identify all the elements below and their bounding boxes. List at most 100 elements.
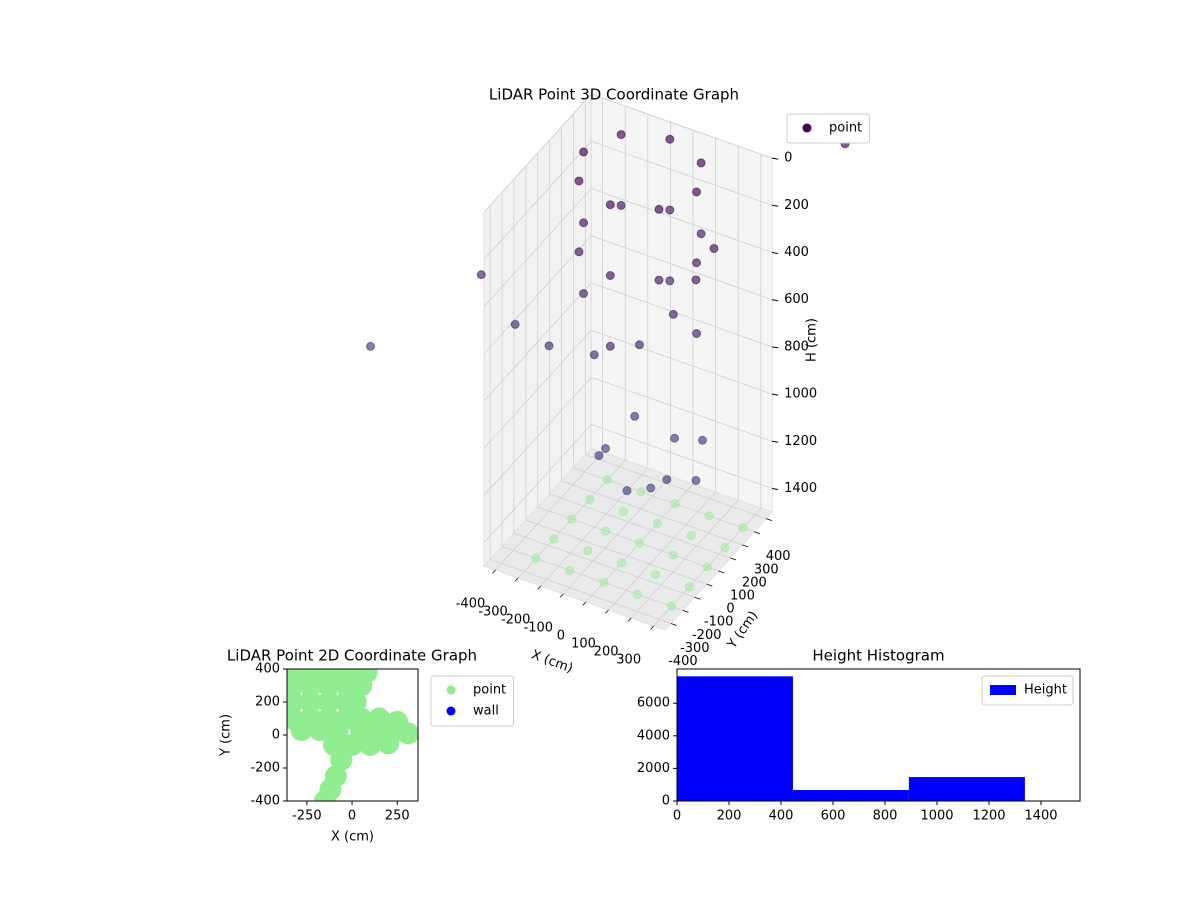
point bbox=[691, 475, 701, 485]
tick-mark bbox=[742, 544, 749, 548]
grid-line bbox=[483, 93, 592, 213]
point bbox=[684, 582, 694, 592]
point bbox=[344, 691, 367, 713]
bar bbox=[908, 777, 1025, 801]
point bbox=[605, 271, 615, 280]
point bbox=[668, 550, 678, 560]
point bbox=[313, 790, 336, 801]
z-tick-label: 800 bbox=[784, 339, 809, 354]
point bbox=[330, 748, 353, 771]
point bbox=[359, 733, 382, 756]
x-tick-label: -250 bbox=[292, 809, 322, 824]
y-tick-label: 200 bbox=[255, 695, 280, 710]
legend-label: Height bbox=[1024, 683, 1067, 698]
grid-line bbox=[549, 493, 731, 559]
x-tick-label: 1400 bbox=[1024, 809, 1057, 824]
tick-mark bbox=[492, 569, 496, 574]
point bbox=[585, 494, 594, 504]
point bbox=[622, 486, 632, 496]
point bbox=[601, 526, 611, 536]
y-axis-label: Y (cm) bbox=[219, 714, 234, 757]
point bbox=[579, 218, 589, 228]
grid-line bbox=[591, 282, 773, 348]
bar bbox=[677, 676, 793, 801]
y-tick-label: -200 bbox=[692, 628, 722, 643]
x-tick-label: 400 bbox=[769, 809, 794, 824]
point bbox=[702, 562, 712, 572]
point bbox=[602, 475, 612, 485]
y-tick-label: 400 bbox=[255, 662, 280, 677]
x-tick-label: 0 bbox=[557, 629, 565, 644]
point bbox=[633, 589, 643, 599]
z-tick-label: 400 bbox=[784, 245, 809, 260]
point bbox=[287, 674, 304, 697]
x-tick-label: -200 bbox=[501, 613, 531, 628]
x-tick-label: 1000 bbox=[920, 809, 953, 824]
point bbox=[630, 411, 640, 421]
x-tick-label: 300 bbox=[616, 653, 641, 668]
point bbox=[634, 538, 644, 548]
point bbox=[549, 534, 559, 544]
x-tick-label: 100 bbox=[571, 637, 596, 652]
point bbox=[574, 247, 584, 257]
point bbox=[665, 134, 675, 144]
tick-mark bbox=[730, 557, 737, 561]
x-tick-label: 200 bbox=[594, 645, 619, 660]
legend-frame bbox=[981, 675, 1074, 706]
z-tick-label: 0 bbox=[784, 151, 792, 166]
chart-title: LiDAR Point 2D Coordinate Graph bbox=[227, 647, 477, 665]
point bbox=[299, 674, 322, 697]
grid-line bbox=[483, 188, 592, 307]
legend-marker bbox=[802, 123, 812, 133]
x-tick-label: -300 bbox=[478, 605, 508, 620]
grid-line bbox=[591, 93, 773, 159]
x-tick-label: -100 bbox=[524, 621, 554, 636]
x-tick-label: 0 bbox=[673, 809, 681, 824]
point bbox=[350, 674, 373, 697]
x-axis-label: X (cm) bbox=[529, 648, 575, 677]
point bbox=[579, 147, 589, 157]
y-tick-label: 300 bbox=[754, 562, 779, 577]
point bbox=[665, 276, 675, 286]
z-tick-label: 1000 bbox=[784, 387, 817, 402]
tick-mark bbox=[706, 583, 713, 587]
tick-mark bbox=[670, 623, 677, 626]
grid-line bbox=[591, 188, 773, 253]
grid-line bbox=[585, 454, 767, 520]
point bbox=[692, 329, 702, 339]
point bbox=[617, 558, 627, 568]
tick-mark bbox=[772, 488, 779, 490]
chart-title: Height Histogram bbox=[812, 647, 944, 665]
grid-line bbox=[490, 559, 672, 624]
y-tick-label: -400 bbox=[250, 794, 280, 809]
point bbox=[667, 601, 677, 611]
point bbox=[317, 691, 340, 713]
point bbox=[646, 483, 656, 493]
y-tick-label: 2000 bbox=[637, 761, 670, 776]
tick-mark bbox=[772, 440, 779, 443]
point bbox=[531, 553, 541, 563]
point bbox=[616, 130, 626, 140]
tick-mark bbox=[650, 625, 654, 630]
grid-line bbox=[483, 282, 592, 402]
z-tick-label: 1200 bbox=[784, 434, 817, 449]
x-tick-label: 200 bbox=[717, 809, 742, 824]
point bbox=[665, 205, 675, 215]
point bbox=[692, 187, 702, 197]
point bbox=[397, 722, 418, 745]
point bbox=[652, 518, 662, 528]
plot-frame bbox=[676, 668, 1081, 802]
point bbox=[698, 435, 707, 445]
point bbox=[589, 350, 599, 360]
tick-mark bbox=[772, 346, 779, 349]
tick-mark bbox=[772, 157, 779, 160]
tick-mark bbox=[772, 252, 779, 254]
point bbox=[668, 309, 678, 319]
point bbox=[654, 275, 664, 285]
point bbox=[583, 546, 593, 556]
grid-line bbox=[513, 532, 695, 598]
point bbox=[720, 542, 730, 552]
point bbox=[510, 319, 520, 329]
point bbox=[696, 229, 706, 239]
